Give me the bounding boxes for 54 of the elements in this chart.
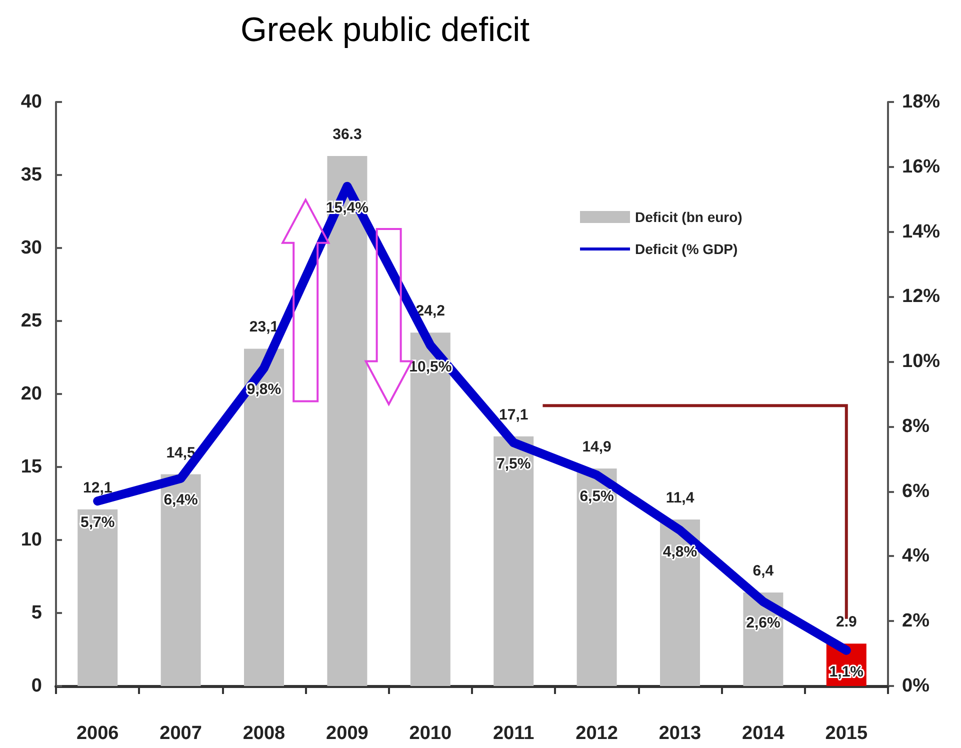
data-label: 11,4 [666,490,695,507]
y2-tick-label: 0% [902,676,930,696]
y-tick-label: 30 [20,238,42,258]
bar [576,468,617,686]
data-label: 6,4 [752,562,774,580]
y-tick-label: 20 [20,384,42,404]
bar [244,348,284,686]
data-label: 2.9 [836,614,857,631]
x-tick-label: 2010 [409,723,452,744]
data-label: 12,1 [83,479,112,496]
y-tick-label: 25 [20,310,42,332]
y2-tick-label: 10% [902,351,940,372]
x-tick-label: 2013 [658,723,702,744]
y2-tick-label: 6% [902,480,930,502]
data-label: 14,9 [582,438,612,456]
x-tick-label: 2014 [742,723,785,744]
y2-tick-label: 12% [902,286,940,308]
data-label: 1,1% [829,663,864,680]
data-label: 6,4% [164,491,198,508]
data-label: 36.3 [332,126,362,144]
bar [78,509,118,686]
x-tick-label: 2012 [576,723,618,744]
data-label: 7,5% [496,456,531,473]
y-tick-label: 5 [31,602,42,624]
y-tick-label: 15 [20,456,42,478]
bar [494,436,534,686]
chart-title: Greek public deficit [240,11,530,49]
data-label: 17,1 [499,406,528,424]
y-tick-label: 0 [31,676,42,696]
x-tick-label: 2011 [492,723,535,744]
legend-label: Deficit (% GDP) [635,241,738,257]
y2-tick-label: 8% [902,416,930,437]
bar [160,474,201,686]
x-tick-label: 2006 [76,723,119,744]
y2-tick-label: 4% [902,546,930,567]
data-label: 2,6% [746,614,780,632]
bar [410,332,450,686]
x-tick-label: 2008 [242,723,286,744]
x-tick-label: 2007 [160,723,202,744]
y2-tick-label: 14% [902,221,940,242]
data-label: 5,7% [80,514,115,532]
x-tick-label: 2015 [825,723,868,744]
y-tick-label: 40 [20,92,42,112]
y2-tick-label: 18% [902,92,940,112]
data-label: 4,8% [662,543,698,560]
data-label: 6,5% [580,488,614,506]
y2-tick-label: 16% [902,156,940,178]
x-tick-label: 2009 [326,723,368,744]
y-tick-label: 35 [20,164,42,186]
bar [327,156,368,686]
y-tick-label: 10 [20,530,42,550]
legend-label: Deficit (bn euro) [635,209,742,225]
y2-tick-label: 2% [902,610,930,632]
data-label: 23,1 [249,318,279,336]
